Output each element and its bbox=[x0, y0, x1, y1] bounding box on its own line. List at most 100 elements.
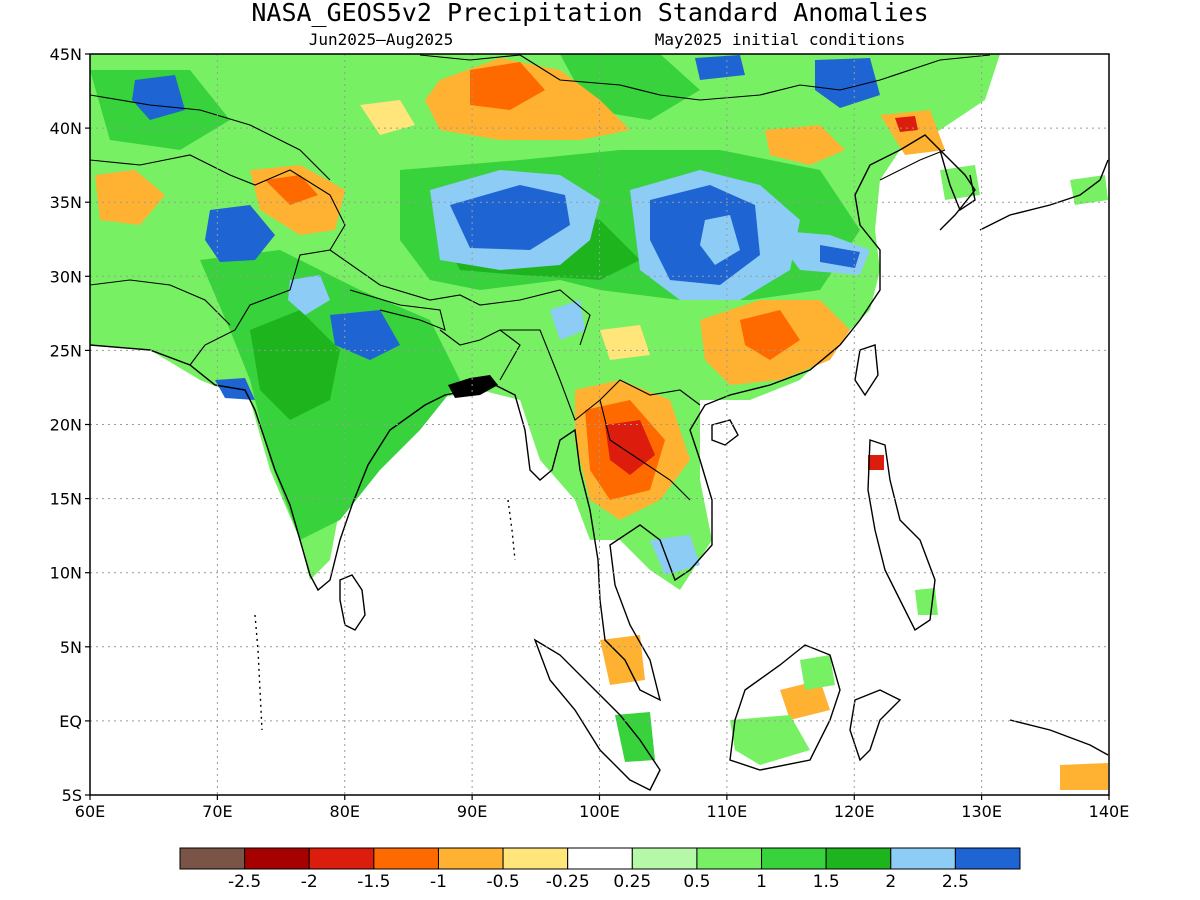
anomaly-region bbox=[1070, 175, 1108, 205]
period-label: Jun2025–Aug2025 bbox=[309, 30, 454, 49]
x-tick-label: 130E bbox=[961, 802, 1002, 821]
taiwan-coastline bbox=[854, 344, 879, 397]
colorbar-swatch bbox=[567, 847, 633, 870]
anomaly-region bbox=[700, 215, 740, 265]
map-title: NASA_GEOS5v2 Precipitation Standard Anom… bbox=[251, 0, 928, 27]
colorbar-label: 2.5 bbox=[942, 872, 969, 892]
anomaly-region bbox=[765, 125, 845, 165]
philippines-coastline bbox=[867, 439, 936, 632]
colorbar-label: 1.5 bbox=[813, 872, 840, 892]
y-tick-label: 20N bbox=[50, 416, 82, 435]
x-tick-label: 110E bbox=[707, 802, 748, 821]
country-border bbox=[879, 149, 946, 181]
x-tick-label: 120E bbox=[834, 802, 875, 821]
colorbar-label: -0.25 bbox=[546, 872, 590, 892]
anomaly-region bbox=[915, 588, 938, 615]
y-tick-label: 40N bbox=[50, 119, 82, 138]
anomaly-region bbox=[600, 325, 650, 360]
sumatra-coastline bbox=[533, 638, 661, 791]
anomaly-region bbox=[1060, 763, 1108, 790]
colorbar-swatch bbox=[437, 847, 504, 870]
colorbar: -2.5 -2 -1.5 -1 -0.5 -0.25 0.25 0.5 1 1.5 2 2.5 bbox=[179, 847, 1021, 892]
axes: 60E 70E 80E 90E 100E 110E 120E 130E 140E 45N 40N 35… bbox=[50, 45, 1130, 821]
anomaly-region bbox=[470, 62, 545, 110]
anomaly-region bbox=[205, 205, 275, 262]
colorbar-label: 2 bbox=[885, 872, 896, 892]
anomaly-region bbox=[740, 310, 800, 360]
country-border bbox=[329, 249, 591, 346]
y-tick-label: 5S bbox=[62, 786, 82, 805]
colorbar-label: 0.25 bbox=[613, 872, 651, 892]
colorbar-label: -2 bbox=[301, 872, 318, 892]
y-tick-label: 30N bbox=[50, 267, 82, 286]
y-tick-label: 35N bbox=[50, 193, 82, 212]
colorbar-label: -0.5 bbox=[486, 872, 519, 892]
anomaly-region bbox=[615, 712, 655, 762]
anomaly-region bbox=[250, 310, 340, 420]
colorbar-swatch bbox=[179, 847, 246, 870]
country-border bbox=[599, 399, 691, 501]
asia-coastline bbox=[90, 134, 976, 702]
colorbar-label: -1 bbox=[430, 872, 447, 892]
hainan-coastline bbox=[711, 419, 739, 446]
graticule bbox=[90, 54, 1109, 795]
new-guinea-coastline bbox=[1009, 719, 1109, 756]
colorbar-swatch bbox=[890, 847, 956, 870]
borneo-coastline bbox=[729, 644, 841, 771]
country-border bbox=[90, 279, 231, 326]
anomaly-region bbox=[95, 170, 165, 225]
colorbar-swatch bbox=[696, 847, 763, 870]
colorbar-label: 1 bbox=[756, 872, 767, 892]
maldives-dots bbox=[254, 614, 263, 731]
country-border bbox=[349, 289, 446, 331]
korea-coastline bbox=[939, 149, 976, 212]
country-border bbox=[419, 54, 991, 101]
andaman-dots bbox=[507, 499, 516, 561]
x-tick-label: 60E bbox=[75, 802, 105, 821]
colorbar-label: -2.5 bbox=[228, 872, 261, 892]
y-tick-label: 45N bbox=[50, 45, 82, 64]
anomaly-region bbox=[780, 680, 830, 720]
anomaly-region bbox=[820, 245, 860, 268]
colorbar-swatch bbox=[373, 847, 439, 870]
colorbar-swatch bbox=[825, 847, 892, 870]
colorbar-swatch bbox=[954, 847, 1021, 870]
x-tick-label: 80E bbox=[330, 802, 360, 821]
anomaly-region bbox=[600, 635, 645, 685]
anomaly-region bbox=[288, 275, 330, 315]
anomaly-region bbox=[360, 100, 415, 135]
anomaly-fields bbox=[90, 54, 1108, 790]
anomaly-region bbox=[265, 175, 318, 205]
x-tick-label: 90E bbox=[457, 802, 487, 821]
anomaly-region bbox=[800, 655, 835, 690]
y-tick-label: 25N bbox=[50, 341, 82, 360]
sri-lanka-coastline bbox=[339, 574, 366, 631]
x-tick-label: 100E bbox=[579, 802, 620, 821]
anomaly-region bbox=[940, 165, 980, 200]
y-tick-label: 10N bbox=[50, 564, 82, 583]
anomaly-region bbox=[815, 58, 880, 108]
anomaly-region bbox=[330, 310, 400, 360]
x-tick-label: 140E bbox=[1089, 802, 1130, 821]
anomaly-region bbox=[695, 55, 745, 80]
country-border bbox=[90, 94, 331, 181]
anomaly-region bbox=[730, 715, 810, 765]
colorbar-swatch bbox=[502, 847, 569, 870]
country-border bbox=[90, 154, 346, 366]
delta-mark bbox=[448, 375, 498, 398]
colorbar-label: 0.5 bbox=[683, 872, 710, 892]
anomaly-region bbox=[450, 185, 570, 250]
colorbar-label: -1.5 bbox=[357, 872, 390, 892]
colorbar-swatch bbox=[631, 847, 698, 870]
colorbar-swatch bbox=[244, 847, 310, 870]
y-tick-label: EQ bbox=[59, 712, 82, 731]
colorbar-swatch bbox=[308, 847, 375, 870]
anomaly-region bbox=[868, 455, 884, 470]
y-tick-label: 15N bbox=[50, 490, 82, 509]
colorbar-swatch bbox=[761, 847, 827, 870]
anomaly-region bbox=[132, 75, 185, 120]
y-tick-label: 5N bbox=[60, 638, 82, 657]
anomaly-region bbox=[550, 300, 585, 340]
x-tick-label: 70E bbox=[202, 802, 232, 821]
